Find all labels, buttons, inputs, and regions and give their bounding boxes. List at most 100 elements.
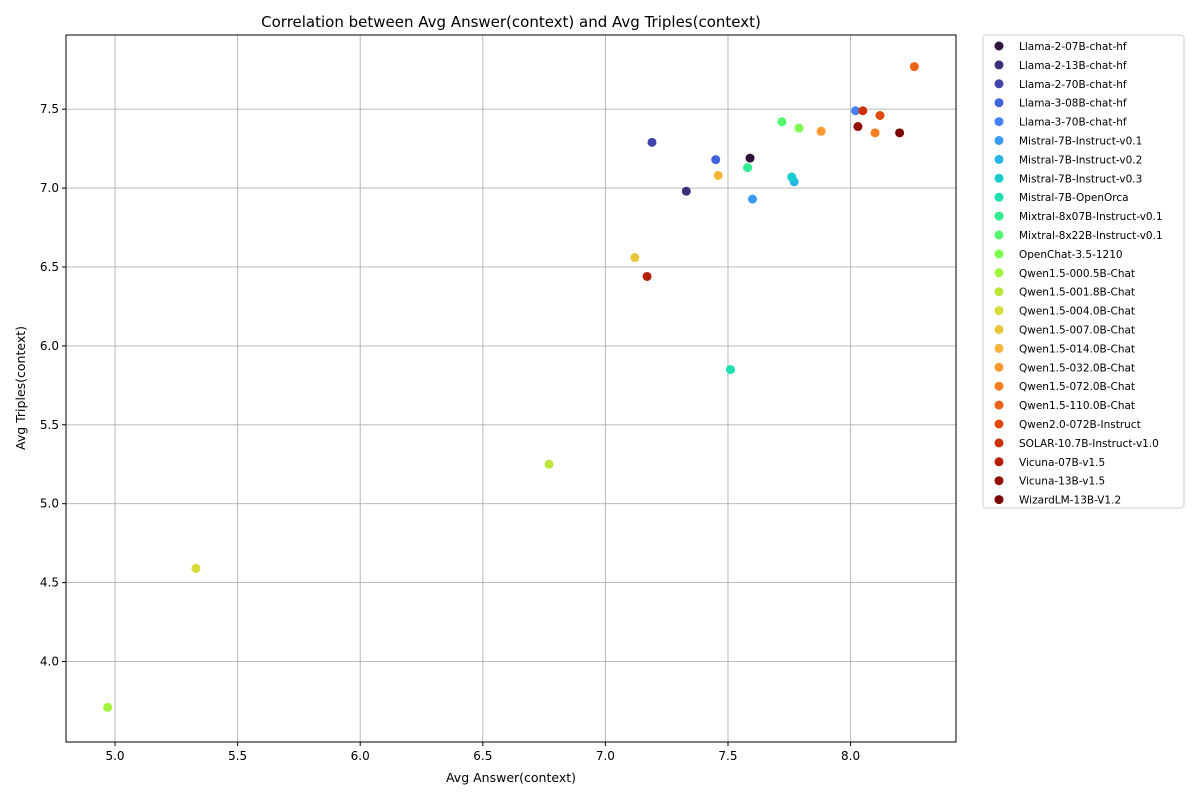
legend-label: Mistral-7B-OpenOrca — [1019, 192, 1129, 204]
legend-marker — [994, 268, 1004, 278]
legend-marker — [994, 60, 1004, 70]
data-point — [711, 155, 721, 165]
y-tick-label: 5.0 — [40, 497, 59, 511]
chart-title: Correlation between Avg Answer(context) … — [261, 13, 761, 31]
data-point — [858, 106, 868, 116]
legend-marker — [994, 192, 1004, 202]
data-point — [853, 122, 863, 132]
data-point — [103, 702, 113, 712]
x-tick-label: 6.5 — [473, 749, 492, 763]
legend-label: Llama-3-70B-chat-hf — [1019, 117, 1127, 129]
x-tick-label: 7.5 — [718, 749, 737, 763]
legend-marker — [994, 362, 1004, 372]
legend-marker — [994, 343, 1004, 353]
legend-label: Vicuna-07B-v1.5 — [1019, 457, 1105, 469]
legend-label: Qwen1.5-032.0B-Chat — [1019, 362, 1135, 374]
legend-label: Mistral-7B-Instruct-v0.2 — [1019, 154, 1142, 166]
legend-label: Mixtral-8x22B-Instruct-v0.1 — [1019, 230, 1163, 242]
legend-label: Llama-3-08B-chat-hf — [1019, 98, 1127, 110]
y-tick-label: 5.5 — [40, 418, 59, 432]
data-point — [850, 106, 860, 116]
legend-marker — [994, 173, 1004, 183]
y-tick-label: 4.0 — [40, 655, 59, 669]
y-tick-label: 6.0 — [40, 339, 59, 353]
legend-label: Llama-2-07B-chat-hf — [1019, 41, 1127, 53]
legend-marker — [994, 400, 1004, 410]
x-tick-label: 5.5 — [228, 749, 247, 763]
y-axis-label: Avg Triples(context) — [13, 326, 28, 450]
legend-marker — [994, 381, 1004, 391]
y-tick-label: 7.0 — [40, 181, 59, 195]
legend-marker — [994, 419, 1004, 429]
data-point — [544, 459, 554, 469]
legend-marker — [994, 438, 1004, 448]
legend-label: Qwen1.5-110.0B-Chat — [1019, 400, 1135, 412]
x-tick-label: 6.0 — [351, 749, 370, 763]
data-point — [743, 163, 753, 173]
legend-marker — [994, 211, 1004, 221]
legend-label: SOLAR-10.7B-Instruct-v1.0 — [1019, 438, 1159, 450]
x-tick-label: 8.0 — [841, 749, 860, 763]
legend-marker — [994, 79, 1004, 89]
legend-marker — [994, 476, 1004, 486]
legend-marker — [994, 41, 1004, 51]
legend-marker — [994, 154, 1004, 164]
legend-label: Qwen1.5-001.8B-Chat — [1019, 287, 1135, 299]
y-tick-label: 7.5 — [40, 102, 59, 116]
y-tick-label: 6.5 — [40, 260, 59, 274]
legend-marker — [994, 117, 1004, 127]
legend-frame — [982, 34, 1185, 509]
legend-label: Qwen1.5-072.0B-Chat — [1019, 381, 1135, 393]
legend-label: Llama-2-70B-chat-hf — [1019, 79, 1127, 91]
legend-label: Qwen1.5-000.5B-Chat — [1019, 268, 1135, 280]
legend-label: Qwen2.0-072B-Instruct — [1019, 419, 1141, 431]
legend-label: Qwen1.5-004.0B-Chat — [1019, 306, 1135, 318]
legend-label: Llama-2-13B-chat-hf — [1019, 60, 1127, 72]
legend-marker — [994, 98, 1004, 108]
x-tick-label: 5.0 — [105, 749, 124, 763]
legend-label: Vicuna-13B-v1.5 — [1019, 476, 1105, 488]
legend-marker — [994, 325, 1004, 334]
data-point — [816, 126, 826, 136]
data-point — [191, 563, 201, 573]
x-axis-label: Avg Answer(context) — [446, 770, 576, 785]
legend-marker — [994, 457, 1004, 467]
data-point — [745, 153, 755, 163]
data-point — [787, 172, 797, 182]
legend-label: Qwen1.5-007.0B-Chat — [1019, 325, 1135, 337]
data-point — [642, 271, 652, 281]
legend-marker — [994, 287, 1004, 297]
x-tick-label: 7.0 — [596, 749, 615, 763]
data-point — [748, 194, 758, 204]
data-point — [895, 128, 905, 138]
legend-items: Llama-2-07B-chat-hf Llama-2-13B-chat-hf Ll… — [994, 41, 1163, 507]
legend-marker — [994, 136, 1004, 145]
data-point — [713, 170, 723, 180]
data-point — [725, 365, 735, 375]
data-point — [630, 253, 640, 263]
legend-label: Qwen1.5-014.0B-Chat — [1019, 343, 1135, 355]
data-point — [794, 123, 804, 133]
legend: Llama-2-07B-chat-hf Llama-2-13B-chat-hf Ll… — [982, 34, 1185, 509]
data-point — [875, 110, 885, 120]
axis-ticks: 5.0 5.5 6.0 6.5 7.0 7.5 8.0 4.0 4.5 5.0 5.5 6.0 6.5 7… — [40, 102, 860, 763]
legend-label: Mixtral-8x07B-Instruct-v0.1 — [1019, 211, 1163, 223]
legend-marker — [994, 495, 1004, 505]
plot-area-frame — [65, 34, 957, 743]
legend-label: OpenChat-3.5-1210 — [1019, 249, 1123, 261]
data-point — [647, 137, 657, 147]
data-point — [870, 128, 880, 138]
data-point — [681, 186, 691, 196]
legend-label: WizardLM-13B-V1.2 — [1019, 495, 1121, 507]
data-point — [777, 117, 787, 127]
data-points — [103, 62, 919, 712]
legend-marker — [994, 230, 1004, 240]
data-point — [909, 62, 919, 72]
legend-label: Mistral-7B-Instruct-v0.3 — [1019, 173, 1142, 185]
legend-marker — [994, 249, 1004, 259]
y-tick-label: 4.5 — [40, 576, 59, 590]
legend-label: Mistral-7B-Instruct-v0.1 — [1019, 136, 1142, 148]
grid — [66, 35, 956, 742]
legend-marker — [994, 306, 1004, 316]
